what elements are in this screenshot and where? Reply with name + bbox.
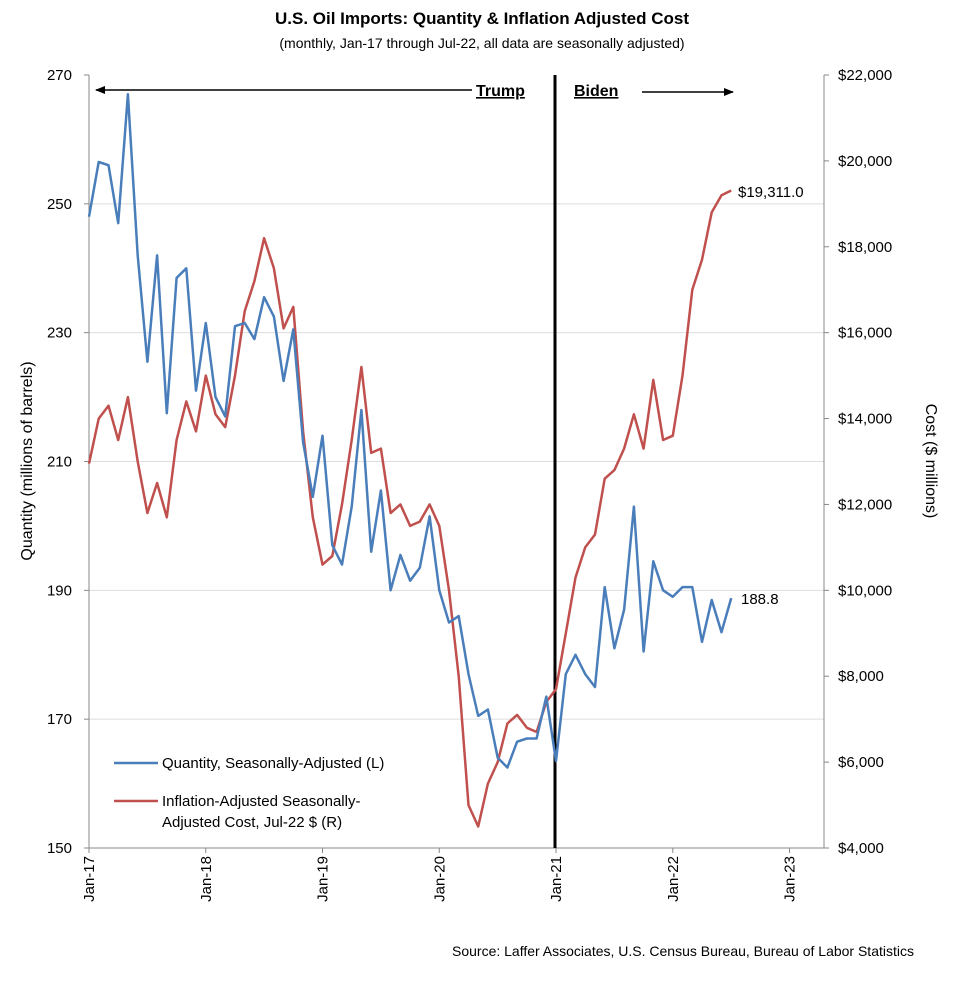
chart-legend: Quantity, Seasonally-Adjusted (L) Inflat… — [114, 755, 384, 831]
x-tick-label: Jan-23 — [782, 856, 799, 902]
left-tick-label: 190 — [47, 582, 72, 599]
right-y-axis-ticks: $4,000 $6,000 $8,000 $10,000 $12,000 $14,000 $… — [824, 67, 892, 857]
right-tick-label: $10,000 — [838, 582, 892, 599]
legend-label-cost: Inflation-Adjusted Seasonally-Adjusted C… — [162, 793, 360, 831]
biden-label: Biden — [574, 83, 618, 100]
x-tick-label: Jan-18 — [198, 856, 215, 902]
trump-label: Trump — [476, 83, 525, 100]
right-tick-label: $22,000 — [838, 67, 892, 84]
left-tick-label: 210 — [47, 454, 72, 471]
right-tick-label: $12,000 — [838, 496, 892, 513]
chart-subtitle: (monthly, Jan-17 through Jul-22, all dat… — [279, 35, 684, 51]
right-tick-label: $16,000 — [838, 325, 892, 342]
x-tick-label: Jan-22 — [665, 856, 682, 902]
plot-gridlines — [89, 204, 824, 719]
right-tick-label: $20,000 — [838, 153, 892, 170]
left-axis-title: Quantity (millions of barrels) — [19, 361, 36, 560]
x-tick-label: Jan-19 — [315, 856, 332, 902]
left-tick-label: 250 — [47, 196, 72, 213]
left-tick-label: 170 — [47, 711, 72, 728]
x-tick-label: Jan-20 — [431, 856, 448, 902]
right-tick-label: $6,000 — [838, 754, 884, 771]
right-tick-label: $4,000 — [838, 840, 884, 857]
right-tick-label: $8,000 — [838, 668, 884, 685]
left-tick-label: 270 — [47, 67, 72, 84]
left-y-axis-ticks: 150 170 190 210 230 250 270 — [47, 67, 89, 857]
legend-label-quantity: Quantity, Seasonally-Adjusted (L) — [162, 755, 384, 772]
cost-end-label: $19,311.0 — [738, 184, 804, 201]
series-line-quantity — [89, 94, 731, 767]
left-tick-label: 150 — [47, 840, 72, 857]
chart-title: U.S. Oil Imports: Quantity & Inflation A… — [275, 9, 689, 28]
x-tick-label: Jan-21 — [548, 856, 565, 902]
right-tick-label: $18,000 — [838, 239, 892, 256]
left-tick-label: 230 — [47, 325, 72, 342]
chart-source: Source: Laffer Associates, U.S. Census B… — [452, 943, 914, 959]
x-axis-ticks: Jan-17 Jan-18 Jan-19 Jan-20 Jan-21 Jan-22 Jan-… — [81, 848, 799, 902]
quantity-end-label: 188.8 — [741, 591, 779, 608]
x-tick-label: Jan-17 — [81, 856, 98, 902]
right-tick-label: $14,000 — [838, 411, 892, 428]
right-axis-title: Cost ($ millions) — [922, 404, 939, 519]
